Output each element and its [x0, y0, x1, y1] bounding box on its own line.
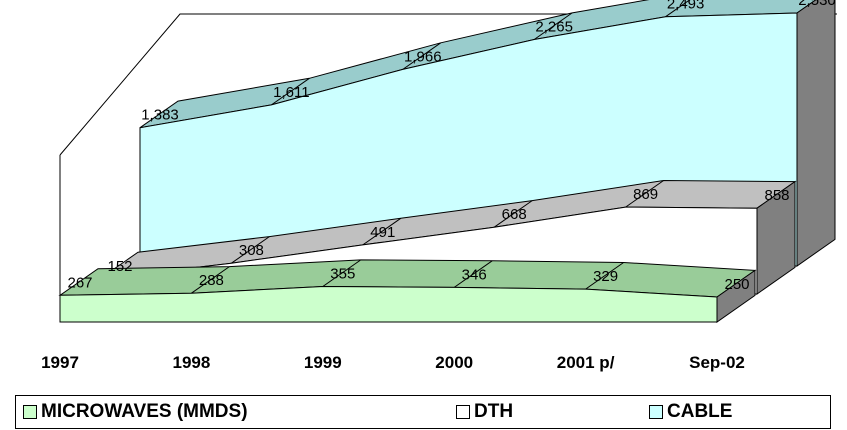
- data-label: 869: [633, 186, 658, 203]
- data-label: 1,383: [141, 107, 179, 124]
- data-label: 858: [764, 187, 789, 204]
- legend-item-mmds: MICROWAVES (MMDS): [23, 401, 248, 423]
- x-tick-label: 1997: [41, 353, 79, 372]
- data-label: 152: [107, 258, 132, 275]
- legend-label-mmds: MICROWAVES (MMDS): [41, 401, 248, 422]
- ribbon-segment-line: [453, 260, 493, 288]
- legend-item-cable: CABLE: [649, 401, 732, 423]
- legend-swatch-mmds: [23, 405, 37, 419]
- data-label: 2,265: [535, 19, 573, 36]
- x-tick-label: Sep-02: [689, 353, 745, 372]
- ribbon-segment-line: [625, 180, 664, 208]
- ribbon-segment-line: [231, 236, 270, 264]
- data-label: 1,611: [273, 84, 309, 101]
- legend-swatch-dth: [456, 405, 470, 419]
- x-tick-label: 1999: [304, 353, 342, 372]
- data-label: 355: [330, 266, 355, 283]
- ribbon-segment-line: [585, 262, 624, 290]
- x-axis: 1997 1998 1999 2000 2001 p/Sep-02: [41, 353, 745, 372]
- data-label: 2,493: [667, 0, 705, 13]
- ribbon-end: [796, 0, 836, 267]
- legend: MICROWAVES (MMDS) DTH CABLE: [15, 395, 831, 429]
- x-tick-label: 1998: [172, 353, 210, 372]
- legend-label-cable: CABLE: [667, 401, 733, 422]
- x-tick-label: 2000: [435, 353, 473, 372]
- chart: 1,383 1,611 1,966 2,265 2,493 2,530 152 308 491 6…: [41, 0, 837, 372]
- data-label: 329: [593, 268, 618, 285]
- ribbon-segment-line: [191, 266, 230, 294]
- ribbon-segment-line: [362, 217, 402, 246]
- legend-swatch-cable: [649, 405, 663, 419]
- legend-label-dth: DTH: [474, 401, 514, 422]
- data-label: 288: [199, 272, 224, 289]
- legend-item-dth: DTH: [456, 401, 513, 423]
- ribbon-segment-line: [402, 42, 442, 70]
- data-label: 267: [67, 274, 92, 291]
- chart-ribbons: [58, 0, 836, 323]
- ribbon-segment-line: [665, 0, 691, 18]
- x-tick-label: 2001 p/: [557, 353, 615, 372]
- ribbon-end: [756, 180, 796, 295]
- ribbon-end: [716, 269, 756, 323]
- data-label: 308: [239, 242, 264, 259]
- chart-value-labels: 1,383 1,611 1,966 2,265 2,493 2,530 152 308 491 6…: [67, 0, 835, 293]
- data-label: 250: [724, 276, 749, 293]
- data-label: 491: [370, 224, 395, 241]
- series-microwaves-mmds-: [58, 259, 757, 323]
- ribbon-segment-line: [493, 200, 533, 228]
- ribbon-segment-line: [533, 12, 573, 40]
- ribbon-segment-line: [322, 259, 362, 287]
- data-label: 2,530: [798, 0, 836, 9]
- data-label: 1,966: [404, 48, 442, 65]
- ribbon-segment-line: [271, 77, 310, 106]
- data-label: 346: [462, 266, 487, 283]
- data-label: 668: [502, 206, 527, 223]
